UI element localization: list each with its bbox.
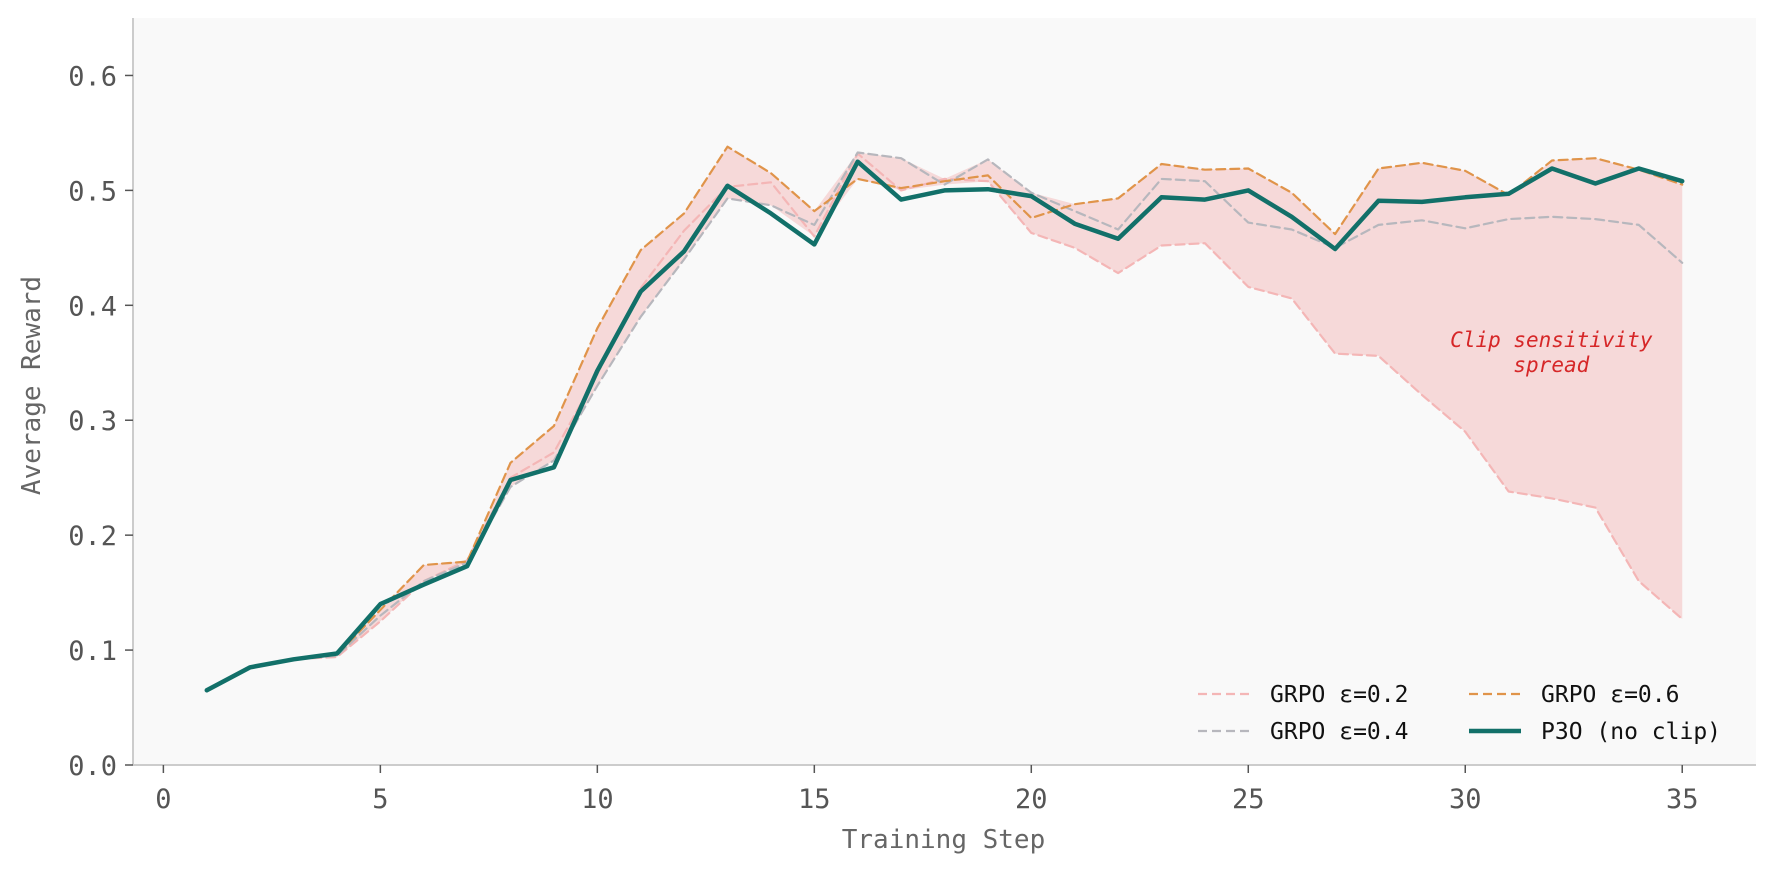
legend-item: GRPO ε=0.4	[1198, 719, 1408, 745]
x-axis-title: Training Step	[842, 825, 1046, 855]
annotation-line: spread	[1513, 353, 1589, 377]
x-tick-label: 10	[581, 784, 614, 815]
legend-label: GRPO ε=0.2	[1270, 682, 1408, 708]
axes-layer	[132, 18, 1756, 766]
series-layer	[204, 145, 1685, 693]
band-layer	[206, 146, 1683, 691]
annotation-line: Clip sensitivity	[1450, 328, 1653, 352]
legend-item: P3O (no clip)	[1469, 719, 1721, 745]
y-tick-label: 0.1	[68, 636, 117, 667]
y-tick-label: 0.5	[68, 176, 117, 207]
series-line-3	[205, 145, 1684, 692]
clip-sensitivity-band	[206, 146, 1683, 691]
x-tick-label: 20	[1015, 784, 1048, 815]
y-tick-label: 0.2	[68, 521, 117, 552]
y-tick-label: 0.6	[68, 61, 117, 92]
x-tick-label: 35	[1666, 784, 1699, 815]
y-tick-label: 0.0	[68, 751, 117, 782]
legend-label: GRPO ε=0.6	[1541, 682, 1679, 708]
y-tick-label: 0.4	[68, 291, 117, 322]
ticks-layer: 0 5 10 15 20 25 30 35 0.0 0.1 0.2 0.3 0.4 0.5 0.6	[68, 61, 1698, 815]
x-tick-label: 15	[798, 784, 831, 815]
series-line-2	[205, 151, 1684, 692]
legend-label: P3O (no clip)	[1541, 719, 1721, 745]
x-tick-label: 25	[1232, 784, 1265, 815]
legend: GRPO ε=0.2 GRPO ε=0.6 GRPO ε=0.4 P3O (no cl…	[1198, 682, 1721, 745]
x-tick-label: 30	[1449, 784, 1482, 815]
series-line-4	[204, 159, 1685, 693]
y-axis-title: Average Reward	[17, 276, 47, 495]
legend-item: GRPO ε=0.2	[1198, 682, 1408, 708]
x-tick-label: 5	[372, 784, 388, 815]
legend-label: GRPO ε=0.4	[1270, 719, 1408, 745]
series-line-1	[205, 152, 1684, 692]
y-tick-label: 0.3	[68, 406, 117, 437]
x-tick-label: 0	[155, 784, 171, 815]
legend-item: GRPO ε=0.6	[1469, 682, 1679, 708]
